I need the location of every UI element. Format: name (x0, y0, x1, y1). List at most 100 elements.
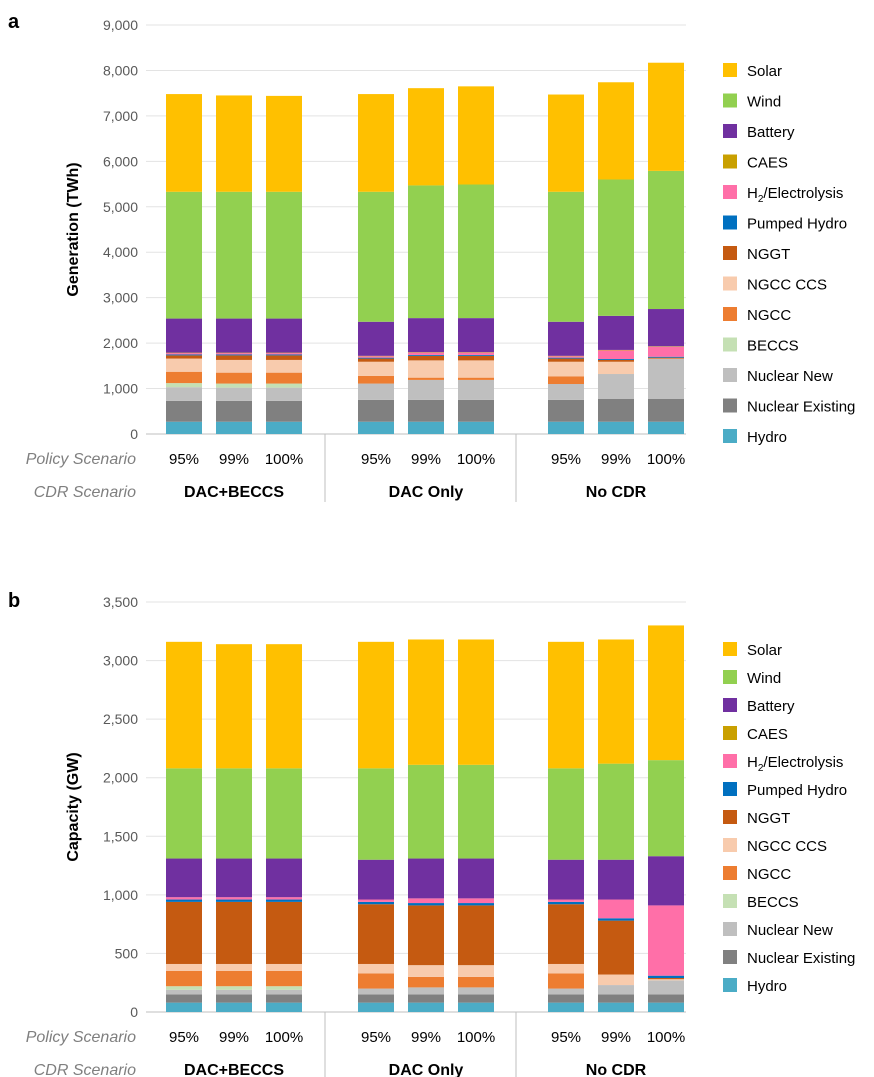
cdr-scenario-label: CDR Scenario (34, 484, 136, 501)
bar-segment-h2-electrolysis (548, 356, 584, 358)
bar-segment-ngcc-ccs (166, 358, 202, 372)
legend-swatch-wind (723, 93, 737, 108)
bar-segment-pumped-hydro (548, 357, 584, 359)
bar-segment-wind (648, 760, 684, 857)
bar-segment-ngcc (216, 372, 252, 384)
bar-segment-wind (648, 170, 684, 310)
bar-segment-pumped-hydro (648, 356, 684, 358)
bar-segment-nuclear-existing (216, 400, 252, 422)
legend-label-nuclear-existing: Nuclear Existing (747, 950, 855, 967)
bar-segment-ngcc (166, 371, 202, 384)
bar-segment-ngcc (358, 973, 394, 989)
policy-scenario-label: Policy Scenario (26, 451, 136, 468)
bar-segment-nggt (548, 904, 584, 964)
bar-segment-nuclear-new (358, 988, 394, 995)
bar-segment-solar (458, 86, 494, 185)
bar-segment-nuclear-new (598, 374, 634, 400)
bar-segment-pumped-hydro (598, 359, 634, 360)
bar-segment-solar (598, 639, 634, 764)
x-tick-label: 95% (361, 1029, 391, 1046)
bar-segment-nggt (598, 359, 634, 362)
bar-segment-h2-electrolysis (458, 352, 494, 355)
bar-segment-nggt (648, 978, 684, 980)
bar-segment-h2-electrolysis (166, 897, 202, 900)
legend-label-caes: CAES (747, 155, 788, 172)
bar-segment-nggt (458, 355, 494, 361)
bar-segment-hydro (598, 421, 634, 434)
bar-segment-wind (548, 768, 584, 860)
bar-segment-nuclear-existing (408, 399, 444, 422)
bar-segment-pumped-hydro (648, 975, 684, 979)
y-tick-label: 1,000 (103, 887, 138, 903)
bar-segment-battery (266, 318, 302, 353)
bar-segment-ngcc-ccs (266, 963, 302, 971)
legend-swatch-ngcc-ccs (723, 276, 737, 291)
y-tick-label: 1,000 (103, 381, 138, 397)
bar-segment-nuclear-new (648, 359, 684, 400)
bar-segment-battery (598, 859, 634, 900)
bar-segment-solar (166, 641, 202, 769)
bar-segment-h2-electrolysis (408, 898, 444, 904)
bar-segment-wind (266, 768, 302, 859)
legend-swatch-nuclear-new (723, 922, 737, 936)
bar-segment-wind (408, 185, 444, 319)
y-tick-label: 6,000 (103, 153, 138, 169)
bar-segment-nuclear-existing (266, 400, 302, 422)
bar-segment-battery (458, 318, 494, 353)
bar-segment-hydro (358, 421, 394, 434)
bar-segment-ngcc-ccs (266, 359, 302, 373)
legend-label-nuclear-existing: Nuclear Existing (747, 399, 855, 416)
legend-label-hydro: Hydro (747, 978, 787, 995)
bar-segment-battery (408, 318, 444, 353)
legend-swatch-beccs (723, 337, 737, 352)
bar-segment-nuclear-new (266, 387, 302, 401)
y-tick-label: 9,000 (103, 17, 138, 33)
bar-segment-nuclear-new (458, 987, 494, 995)
y-tick-label: 1,500 (103, 828, 138, 844)
bar-segment-nuclear-new (648, 980, 684, 995)
bar-segment-h2-electrolysis (598, 899, 634, 919)
bar-segment-solar (548, 94, 584, 192)
y-tick-label: 500 (115, 945, 139, 961)
cdr-group-label: DAC Only (389, 484, 464, 501)
panel-a: a 0 1,000 2,000 3,000 4,000 5,000 6,000 7,000 8,… (8, 11, 855, 502)
legend-label-beccs: BECCS (747, 338, 799, 355)
x-tick-label: 99% (601, 451, 631, 468)
legend-label-battery: Battery (747, 698, 795, 715)
bar-segment-h2-electrolysis (358, 899, 394, 902)
bar-segment-ngcc-ccs (598, 974, 634, 986)
bar-segment-ngcc-ccs (408, 360, 444, 378)
bar-segment-nggt (598, 920, 634, 975)
bar-segment-ngcc-ccs (216, 963, 252, 971)
legend-label-solar: Solar (747, 642, 782, 659)
bar-segment-pumped-hydro (458, 903, 494, 906)
legend-label-ngcc-ccs: NGCC CCS (747, 277, 827, 294)
bar-segment-hydro (166, 1002, 202, 1012)
x-tick-label: 95% (169, 1029, 199, 1046)
bar-segment-wind (598, 763, 634, 860)
bar-segment-pumped-hydro (266, 899, 302, 902)
bar-segment-wind (598, 179, 634, 316)
bar-segment-nggt (216, 355, 252, 360)
bar-segment-ngcc-ccs (548, 361, 584, 377)
bar-segment-solar (648, 62, 684, 171)
cdr-group-label: No CDR (586, 1062, 647, 1077)
bar-segment-hydro (548, 421, 584, 434)
bar-segment-h2-electrolysis (458, 898, 494, 904)
bar-segment-hydro (166, 421, 202, 434)
legend-label-nuclear-new: Nuclear New (747, 368, 833, 385)
legend-swatch-ngcc (723, 307, 737, 321)
cdr-group-label: DAC+BECCS (184, 1062, 284, 1077)
bar-segment-nggt (358, 904, 394, 964)
bar-segment-wind (166, 768, 202, 859)
bar-segment-h2-electrolysis (358, 356, 394, 358)
bar-segment-ngcc (548, 376, 584, 385)
bar-segment-nuclear-existing (598, 399, 634, 422)
bar-segment-beccs (266, 986, 302, 990)
bar-segment-nggt (548, 358, 584, 362)
bar-segment-h2-electrolysis (266, 353, 302, 355)
bar-segment-ngcc (548, 973, 584, 989)
bar-segment-nggt (458, 905, 494, 966)
x-tick-label: 95% (361, 451, 391, 468)
y-tick-label: 3,500 (103, 594, 138, 610)
